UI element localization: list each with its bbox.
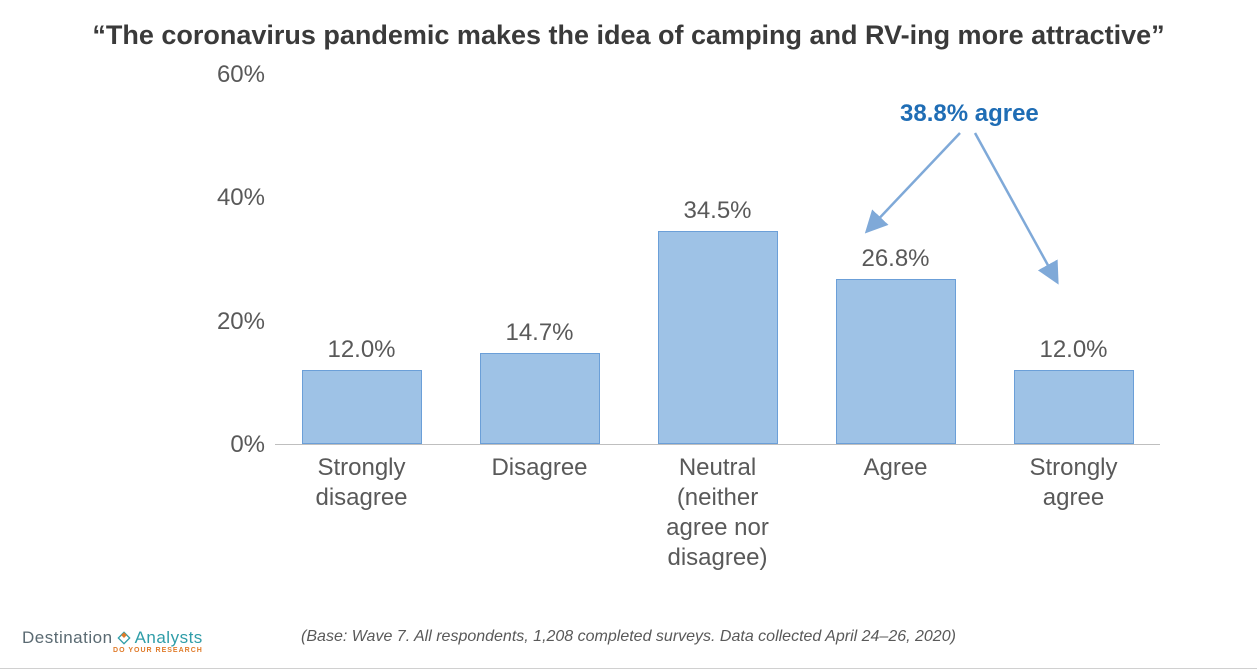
bar xyxy=(302,370,422,444)
bar xyxy=(836,279,956,444)
y-axis: 0% 20% 40% 60% xyxy=(175,75,265,445)
chart-title: “The coronavirus pandemic makes the idea… xyxy=(0,20,1257,51)
y-tick-3: 60% xyxy=(175,61,265,89)
y-tick-1: 20% xyxy=(175,308,265,336)
bar-value-label: 12.0% xyxy=(327,336,395,364)
y-tick-0: 0% xyxy=(175,431,265,459)
slide: “The coronavirus pandemic makes the idea… xyxy=(0,0,1257,669)
bar xyxy=(480,353,600,444)
logo: Destination Analysts DO YOUR RESEARCH xyxy=(22,628,203,648)
bar-value-label: 14.7% xyxy=(505,319,573,347)
bar xyxy=(658,231,778,444)
x-label: Neutral (neither agree nor disagree) xyxy=(648,453,788,573)
y-tick-2: 40% xyxy=(175,184,265,212)
diamond-icon xyxy=(117,631,131,645)
bar-chart: 0% 20% 40% 60% 12.0% 14.7% 34.5% xyxy=(175,75,1160,445)
bar-value-label: 26.8% xyxy=(861,245,929,273)
bar-group: 12.0% xyxy=(292,336,432,444)
logo-word-analysts: Analysts xyxy=(135,628,203,648)
bar-value-label: 12.0% xyxy=(1039,336,1107,364)
bar-group: 14.7% xyxy=(470,319,610,444)
x-label: Strongly disagree xyxy=(292,453,432,573)
bar-group: 26.8% xyxy=(826,245,966,444)
x-label: Disagree xyxy=(470,453,610,573)
bar-group: 12.0% xyxy=(1004,336,1144,444)
x-label: Agree xyxy=(826,453,966,573)
logo-main: Destination Analysts xyxy=(22,628,203,648)
x-label: Strongly agree xyxy=(1004,453,1144,573)
callout-label: 38.8% agree xyxy=(900,100,1039,128)
plot-area: 12.0% 14.7% 34.5% 26.8% 12.0% xyxy=(275,75,1160,445)
bar-value-label: 34.5% xyxy=(683,197,751,225)
bars-container: 12.0% 14.7% 34.5% 26.8% 12.0% xyxy=(275,75,1160,444)
bar-group: 34.5% xyxy=(648,197,788,444)
logo-word-destination: Destination xyxy=(22,628,113,648)
logo-tagline: DO YOUR RESEARCH xyxy=(113,647,203,654)
x-axis-labels: Strongly disagree Disagree Neutral (neit… xyxy=(275,453,1160,573)
bar xyxy=(1014,370,1134,444)
